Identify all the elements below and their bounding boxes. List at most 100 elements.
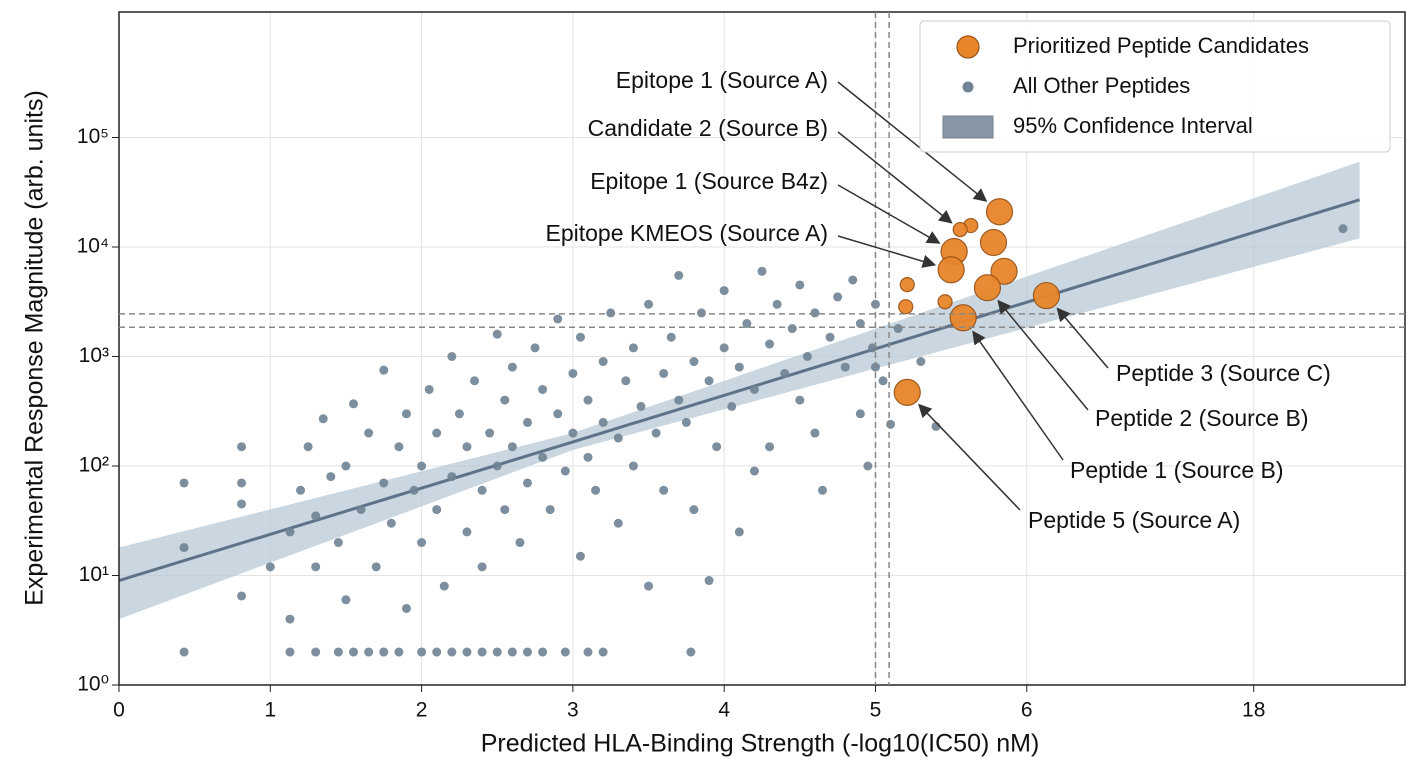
peptide-point bbox=[237, 499, 247, 509]
candidate-point bbox=[898, 299, 914, 315]
peptide-point bbox=[863, 461, 873, 471]
legend-marker bbox=[962, 81, 974, 93]
peptide-point bbox=[666, 332, 676, 342]
y-tick-label: 10⁰ bbox=[77, 673, 109, 696]
peptide-point bbox=[530, 343, 540, 353]
peptide-point bbox=[659, 485, 669, 495]
peptide-point bbox=[237, 478, 247, 488]
x-tick-label: 5 bbox=[870, 699, 882, 722]
peptide-point bbox=[689, 505, 699, 515]
peptide-point bbox=[492, 329, 502, 339]
peptide-point bbox=[810, 428, 820, 438]
peptide-point bbox=[462, 527, 472, 537]
peptide-point bbox=[719, 343, 729, 353]
peptide-point bbox=[727, 401, 737, 411]
peptide-point bbox=[285, 614, 295, 624]
peptide-point bbox=[333, 647, 343, 657]
peptide-point bbox=[538, 647, 548, 657]
peptide-point bbox=[583, 647, 593, 657]
peptide-point bbox=[780, 368, 790, 378]
peptide-point bbox=[686, 647, 696, 657]
peptide-point bbox=[749, 384, 759, 394]
peptide-point bbox=[674, 395, 684, 405]
peptide-point bbox=[538, 384, 548, 394]
annotation-arrow bbox=[837, 235, 937, 268]
peptide-point bbox=[409, 485, 419, 495]
peptide-point bbox=[349, 399, 359, 409]
peptide-point bbox=[500, 395, 510, 405]
peptide-point bbox=[825, 332, 835, 342]
candidate-point bbox=[893, 378, 921, 407]
peptide-point bbox=[802, 352, 812, 362]
y-tick-label: 10³ bbox=[79, 344, 109, 367]
annotation: Peptide 1 (Source B) bbox=[1070, 457, 1284, 483]
peptide-point bbox=[401, 409, 411, 419]
peptide-point bbox=[333, 538, 343, 548]
candidate-point bbox=[937, 256, 965, 284]
peptide-point bbox=[583, 452, 593, 462]
annotation: Peptide 3 (Source C) bbox=[1116, 360, 1331, 386]
x-tick-label: 4 bbox=[718, 699, 730, 722]
peptide-point bbox=[765, 442, 775, 452]
peptide-point bbox=[341, 461, 351, 471]
candidate-point bbox=[1032, 281, 1061, 310]
peptide-point bbox=[749, 466, 759, 476]
peptide-point bbox=[886, 419, 896, 429]
peptide-point bbox=[371, 562, 381, 572]
annotation-arrow bbox=[837, 131, 953, 224]
peptide-point bbox=[651, 428, 661, 438]
peptide-point bbox=[454, 409, 464, 419]
peptide-point bbox=[855, 319, 865, 329]
peptide-point bbox=[553, 409, 563, 419]
peptide-point bbox=[644, 299, 654, 309]
annotation: Peptide 2 (Source B) bbox=[1095, 405, 1309, 431]
peptide-point bbox=[485, 428, 495, 438]
peptide-point bbox=[326, 472, 336, 482]
peptide-point bbox=[560, 466, 570, 476]
peptide-point bbox=[795, 395, 805, 405]
peptide-point bbox=[311, 511, 321, 521]
peptide-point bbox=[674, 270, 684, 280]
peptide-point bbox=[916, 357, 926, 367]
annotation-arrow bbox=[1056, 307, 1109, 369]
peptide-point bbox=[704, 576, 714, 586]
peptide-point bbox=[439, 581, 449, 591]
peptide-point bbox=[855, 409, 865, 419]
candidate-point bbox=[973, 274, 1002, 302]
peptide-point bbox=[598, 357, 608, 367]
candidate-point bbox=[952, 222, 968, 238]
peptide-point bbox=[568, 368, 578, 378]
annotation: Epitope KMEOS (Source A) bbox=[545, 220, 828, 246]
x-axis-label: Predicted HLA-Binding Strength (-log10(I… bbox=[481, 730, 1040, 758]
annotation-arrow bbox=[918, 403, 1021, 511]
x-tick-label: 6 bbox=[1021, 699, 1033, 722]
peptide-point bbox=[447, 352, 457, 362]
y-axis-label: Experimental Response Magnitude (arb. un… bbox=[21, 90, 49, 606]
peptide-point bbox=[311, 647, 321, 657]
annotation-arrow bbox=[972, 330, 1064, 461]
peptide-point bbox=[719, 286, 729, 296]
x-tick-label: 3 bbox=[567, 699, 579, 722]
peptide-point bbox=[341, 595, 351, 605]
peptide-point bbox=[636, 401, 646, 411]
peptide-point bbox=[522, 647, 532, 657]
annotation: Candidate 2 (Source B) bbox=[588, 115, 828, 141]
y-tick-label: 10¹ bbox=[79, 563, 109, 586]
peptide-point bbox=[598, 647, 608, 657]
peptide-point bbox=[621, 376, 631, 386]
peptide-point bbox=[507, 362, 517, 372]
overlay: 0 1 2 3 4 5 6 18 10⁰ 10¹ 10² 10³ 10⁴ 10⁵ Epitope 1 (So… bbox=[77, 12, 1405, 722]
legend-marker bbox=[956, 35, 980, 59]
x-tick-label: 18 bbox=[1242, 699, 1265, 722]
peptide-point bbox=[417, 647, 427, 657]
peptide-point bbox=[606, 308, 616, 318]
peptide-point bbox=[689, 357, 699, 367]
peptide-point bbox=[734, 362, 744, 372]
peptide-point bbox=[179, 647, 189, 657]
peptide-point bbox=[507, 647, 517, 657]
peptide-point bbox=[179, 543, 189, 553]
peptide-point bbox=[538, 452, 548, 462]
fit-line bbox=[118, 198, 1361, 582]
candidate-point bbox=[949, 304, 977, 332]
